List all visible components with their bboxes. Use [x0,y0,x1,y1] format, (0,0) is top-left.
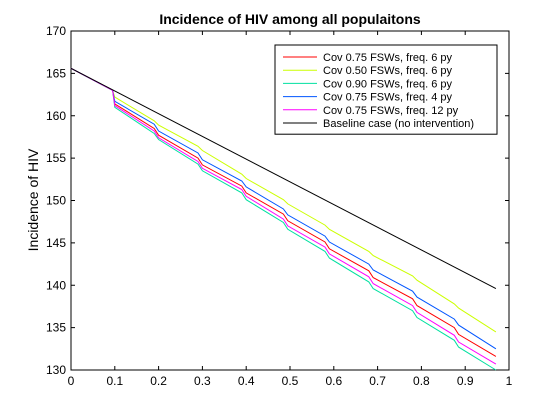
y-tick-label: 135 [46,321,66,335]
series-line-1 [70,67,497,357]
series-line-6 [70,67,497,290]
y-tick-label: 150 [46,194,66,208]
legend-label-5: Cov 0.75 FSWs, freq. 12 py [323,105,459,117]
series-lines [70,67,497,371]
x-tick-label: 0 [68,374,75,388]
y-tick-label: 165 [46,66,66,80]
series-line-4 [70,67,497,350]
x-tick-label: 0.2 [150,374,167,388]
series-line-5 [70,67,497,365]
x-tick-label: 0.4 [238,374,255,388]
x-tick-label: 0.6 [325,374,342,388]
chart-title: Incidence of HIV among all populaitons [159,11,421,27]
legend-label-3: Cov 0.90 FSWs, freq. 6 py [323,78,452,90]
series-line-3 [70,67,497,371]
legend-label-4: Cov 0.75 FSWs, freq. 4 py [323,92,452,104]
axis-ticks: 0 0.1 0.2 0.3 0.4 0.5 0.6 0.7 0.8 0.9 1 130 135 140 14… [46,24,513,388]
y-tick-label: 160 [46,109,66,123]
y-tick-label: 130 [46,363,66,377]
series-line-2 [70,67,497,333]
x-tick-label: 0.1 [106,374,123,388]
y-tick-label: 140 [46,278,66,292]
legend-label-6: Baseline case (no intervention) [323,118,474,130]
legend-label-1: Cov 0.75 FSWs, freq. 6 py [323,52,452,64]
x-tick-label: 1 [506,374,513,388]
x-tick-label: 0.8 [413,374,430,388]
legend-label-2: Cov 0.50 FSWs, freq. 6 py [323,65,452,77]
x-tick-label: 0.3 [194,374,211,388]
x-tick-label: 0.9 [457,374,474,388]
x-tick-label: 0.7 [369,374,386,388]
y-tick-label: 170 [46,24,66,38]
legend-box [274,44,498,135]
y-tick-label: 155 [46,151,66,165]
x-tick-label: 0.5 [282,374,299,388]
y-tick-label: 145 [46,236,66,250]
y-axis-label: Incidence of HIV [25,148,41,251]
